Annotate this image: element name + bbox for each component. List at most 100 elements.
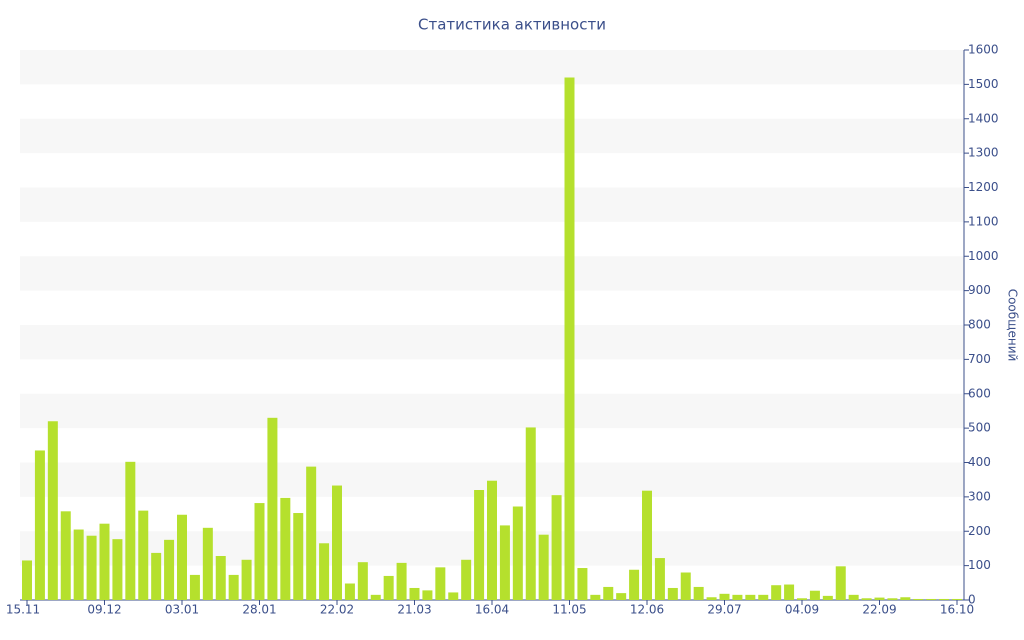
bar [86,535,97,600]
bar [913,598,924,600]
bar [396,562,407,600]
bar [47,421,58,600]
y-tick-label: 200 [968,524,991,538]
y-tick-label: 1500 [968,77,999,91]
bar [332,485,342,600]
bar [952,598,962,600]
bar [629,569,640,600]
bar [577,568,588,600]
x-tick-label: 22.09 [862,603,896,617]
y-tick-label: 0 [968,593,976,607]
bar [474,490,485,600]
bar [409,587,420,600]
bar [487,480,497,600]
y-tick-label: 1000 [968,249,999,263]
x-tick-label: 15.11 [6,603,40,617]
x-tick-label: 16.10 [940,603,974,617]
bar [189,574,200,600]
bar [642,490,652,600]
x-tick-label: 09.12 [87,603,121,617]
y-tick-label: 600 [968,386,991,400]
bar [138,510,149,600]
bar [306,466,317,600]
bar [680,572,691,600]
grid-band [20,393,964,429]
y-tick-label: 500 [968,421,991,435]
bar [383,575,394,600]
grid-band [20,50,964,85]
x-tick-label: 03.01 [165,603,199,617]
chart-title: Статистика активности [418,16,606,34]
y-tick-label: 700 [968,352,991,366]
y-tick-label: 900 [968,283,991,297]
bar [590,594,601,600]
bar [706,597,717,600]
bar [228,574,239,600]
bar [99,523,110,600]
grid-band [20,325,964,360]
bar [370,594,381,600]
bar [177,514,187,600]
x-tick-label: 22.02 [320,603,354,617]
bar [344,583,355,600]
x-tick-label: 11.05 [552,603,586,617]
bar [835,566,846,600]
bar [848,594,859,600]
bar [603,586,614,600]
bar [422,590,433,600]
bar [861,598,872,600]
bar [164,539,175,600]
bar [461,559,472,600]
bar [900,597,911,600]
bar [60,511,71,600]
bar [357,562,368,600]
bar [293,513,304,600]
bar [732,594,743,600]
x-tick-label: 12.06 [630,603,664,617]
bar [719,593,730,600]
bar [745,594,756,600]
y-axis-label: Сообщений [1006,289,1020,362]
bar [319,543,330,600]
grid-band [20,118,964,154]
x-tick-label: 28.01 [242,603,276,617]
bar [34,450,45,600]
bar [22,560,32,600]
bar [499,525,510,600]
bar [280,497,291,600]
bar [654,558,665,600]
y-tick-label: 1200 [968,180,999,194]
grid-band [20,187,964,222]
x-tick-label: 29.07 [707,603,741,617]
bar [616,593,627,600]
bar [435,567,446,600]
y-tick-label: 100 [968,558,991,572]
y-tick-label: 300 [968,489,991,503]
y-tick-label: 1100 [968,214,999,228]
bar [926,598,937,600]
x-tick-label: 04.09 [785,603,819,617]
bar [512,506,523,600]
bar [797,598,807,600]
y-tick-label: 1300 [968,146,999,160]
x-tick-label: 16.04 [475,603,509,617]
bar [448,592,459,600]
bar [758,594,769,600]
y-tick-label: 400 [968,455,991,469]
bar [112,539,123,600]
bar [267,417,278,600]
bar [939,598,950,600]
bar [771,585,782,600]
bar [784,584,795,600]
y-tick-label: 1400 [968,111,999,125]
bar [125,461,136,600]
bar [887,598,898,600]
bar [241,559,252,600]
x-tick-label: 21.03 [397,603,431,617]
bar [202,527,213,600]
bar [538,534,549,600]
bar [693,586,704,600]
bar [215,556,226,600]
bar [73,529,84,600]
